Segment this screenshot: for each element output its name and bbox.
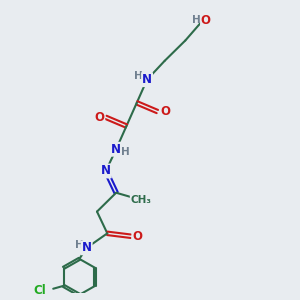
Text: CH₃: CH₃: [131, 195, 152, 205]
Text: O: O: [201, 14, 211, 27]
Text: O: O: [94, 111, 104, 124]
Text: H: H: [75, 240, 84, 250]
Text: O: O: [132, 230, 142, 243]
Text: N: N: [111, 143, 121, 156]
Text: H: H: [121, 147, 130, 157]
Text: N: N: [82, 241, 92, 254]
Text: H: H: [192, 15, 201, 25]
Text: Cl: Cl: [33, 284, 46, 297]
Text: O: O: [160, 105, 170, 118]
Text: N: N: [101, 164, 111, 178]
Text: H: H: [134, 71, 143, 81]
Text: N: N: [142, 73, 152, 86]
